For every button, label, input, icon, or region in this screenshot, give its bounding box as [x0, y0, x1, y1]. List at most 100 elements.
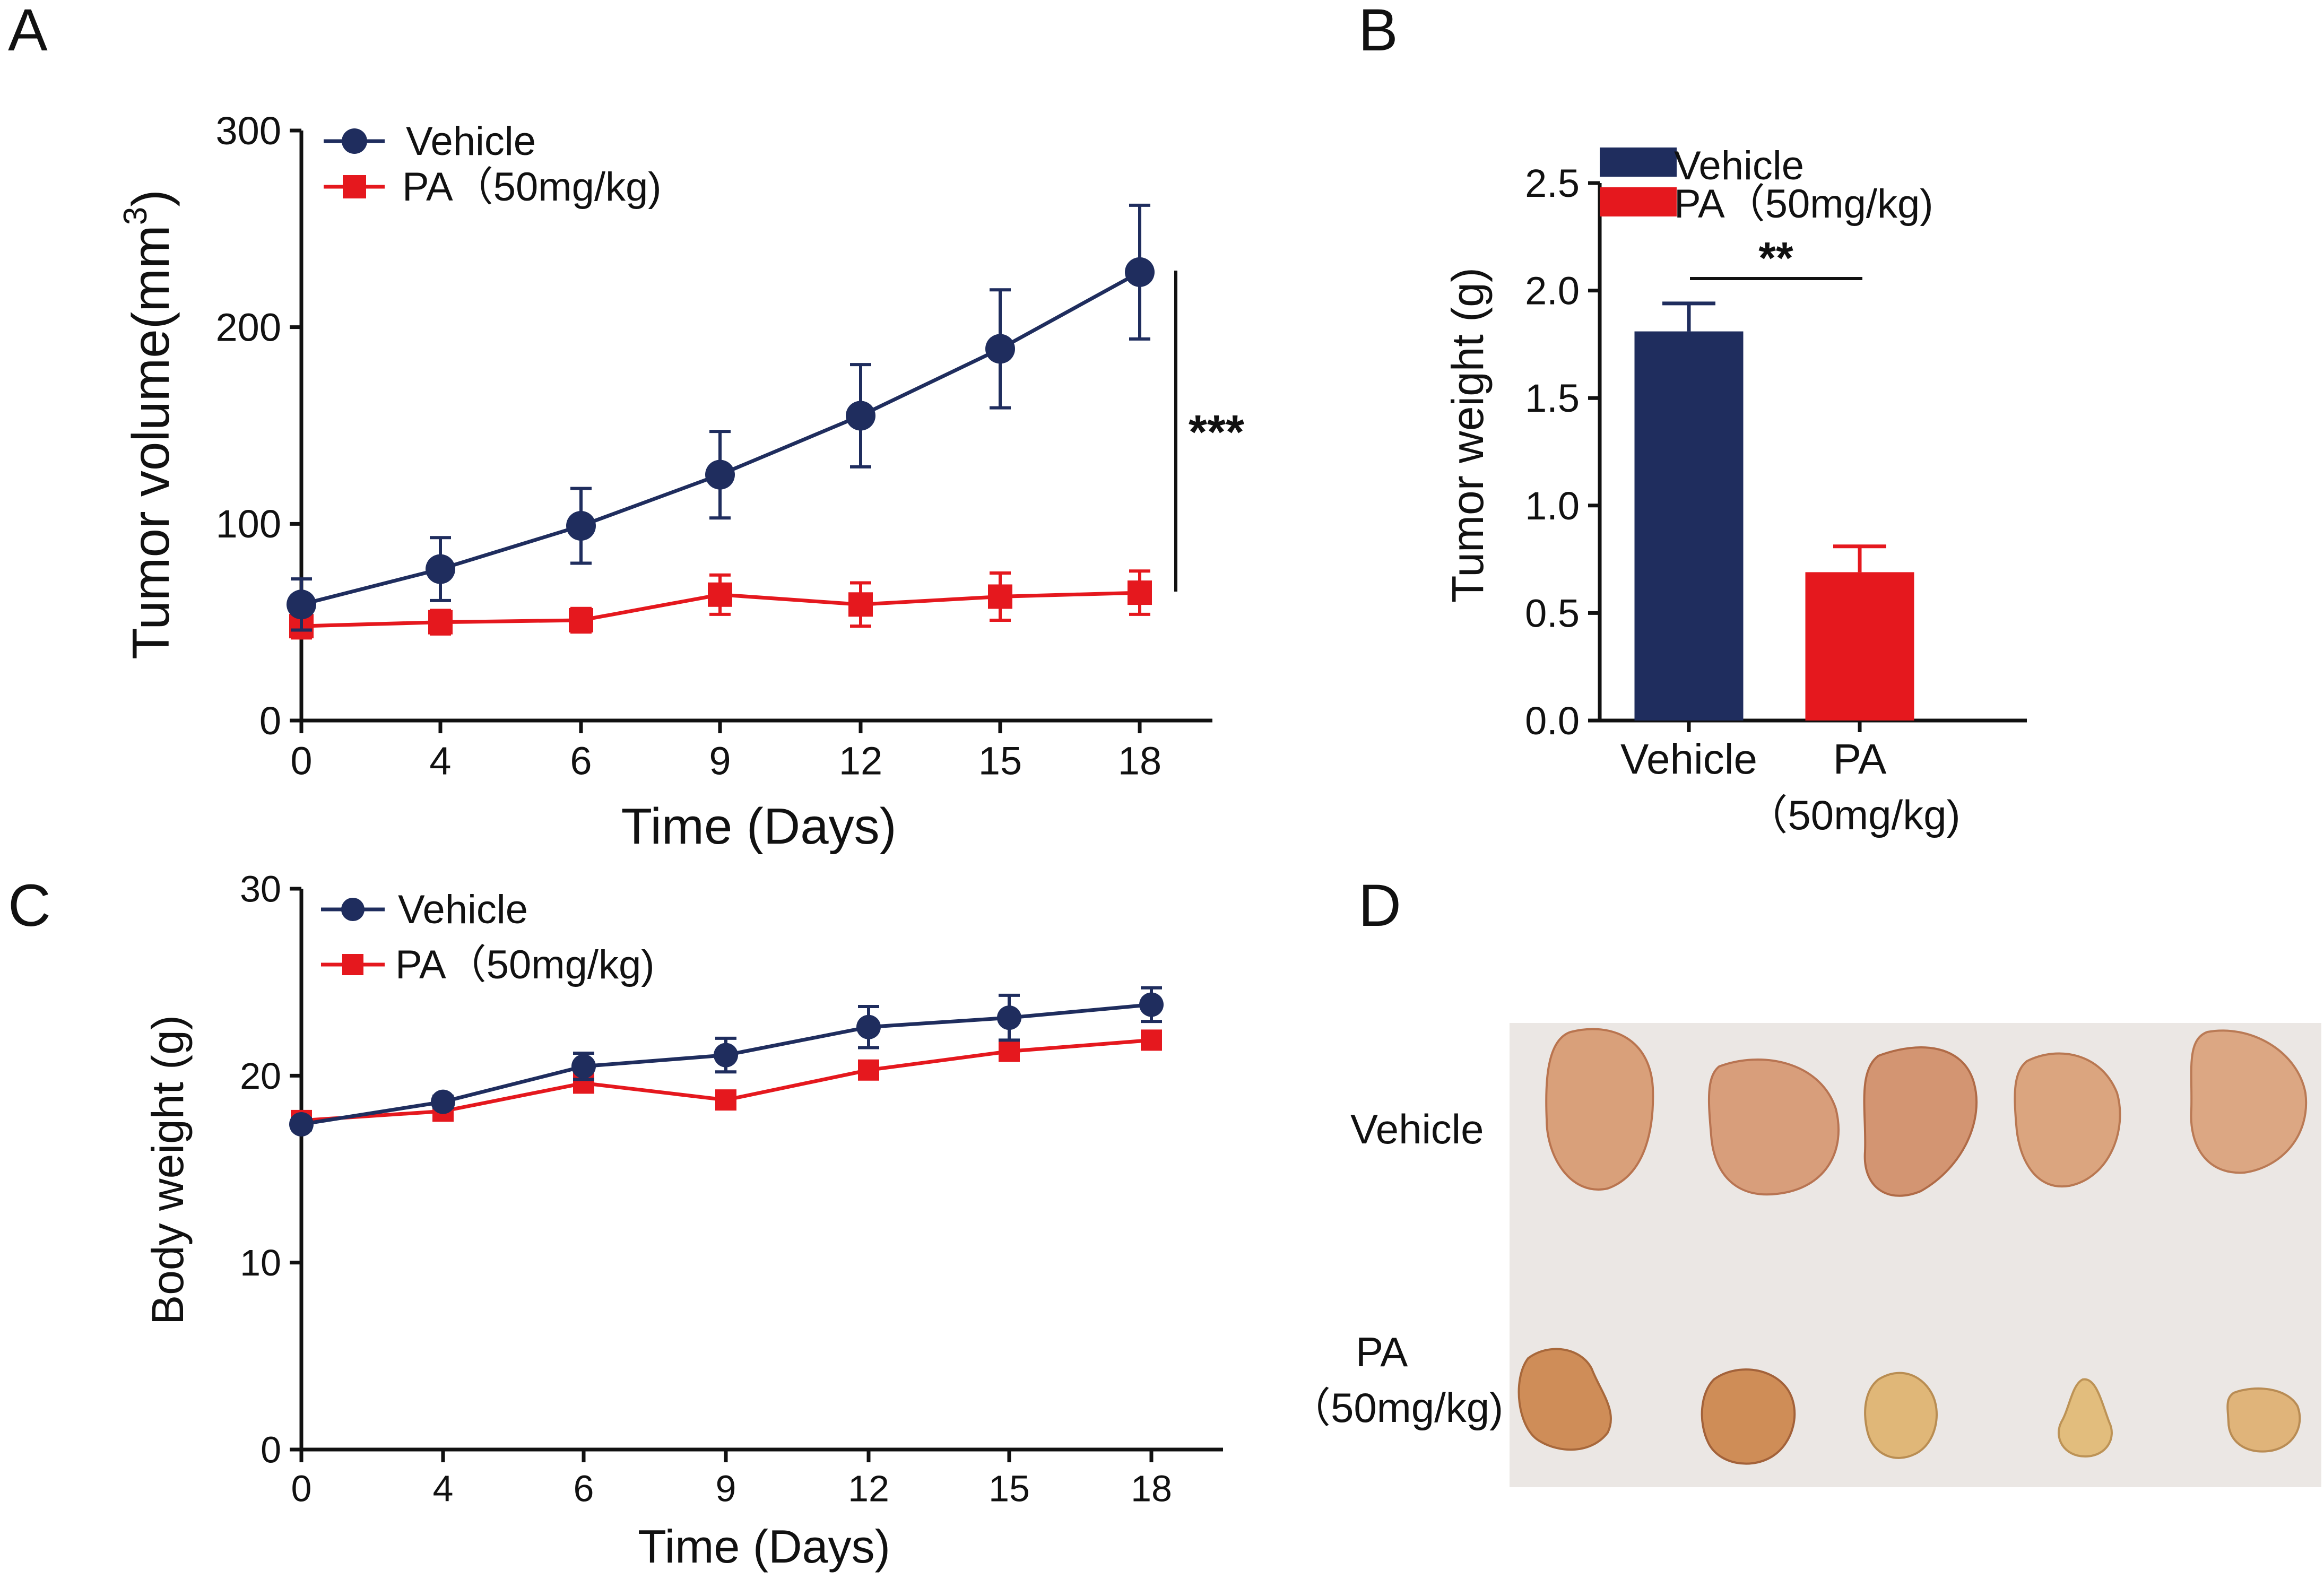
a-vehicle-point	[566, 511, 596, 541]
c-x-tick-label: 4	[433, 1468, 454, 1509]
c-pa-point	[858, 1059, 879, 1081]
a-vehicle-point	[426, 554, 455, 584]
c-x-tick-label: 0	[291, 1468, 312, 1509]
b-bar-vehicle	[1634, 331, 1744, 721]
a-y-axis-label: Tumor volume(mm3)	[117, 189, 180, 660]
pa-tumor-row	[1517, 1348, 2301, 1465]
photo-row-label-dose: （50mg/kg)	[1289, 1384, 1503, 1431]
a-legend-pa-marker	[343, 175, 366, 198]
a-x-tick-label: 12	[839, 739, 882, 783]
a-vehicle-point	[1125, 257, 1155, 287]
b-y-tick-label: 0.5	[1525, 591, 1580, 635]
tumor-vehicle-5	[2190, 1029, 2308, 1174]
c-legend-pa-marker	[342, 954, 363, 975]
panel-a-chart: A 0 100 200 300 0 4 6 9 12 15 18 Tumor volume(mm3…	[8, 0, 1244, 855]
a-pa-point	[848, 592, 873, 617]
panel-b-chart: B 0.00.51.01.52.02.5 Vehicle PA（50mg/kg) …	[1358, 0, 2027, 838]
a-x-tick-label: 4	[429, 739, 451, 783]
c-y-tick-label: 20	[240, 1055, 281, 1097]
a-vehicle-point	[985, 334, 1015, 364]
b-y-axis-label: Tumor weight (g)	[1443, 267, 1493, 603]
a-legend-pa-label: PA（50mg/kg)	[402, 164, 662, 210]
c-x-tick-label: 15	[988, 1468, 1030, 1509]
a-significance-label: ***	[1189, 406, 1244, 459]
b-legend: Vehicle PA（50mg/kg)	[1600, 143, 1933, 227]
tumor-vehicle-2	[1707, 1059, 1840, 1196]
tumor-vehicle-3	[1863, 1046, 1978, 1197]
tumor-vehicle-4	[2014, 1052, 2121, 1188]
a-x-tick-label: 0	[290, 739, 312, 783]
a-vehicle-point	[846, 401, 875, 431]
c-y-tick-label: 30	[240, 869, 281, 910]
c-vehicle-point	[289, 1112, 314, 1136]
a-x-tick-label: 6	[570, 739, 592, 783]
c-legend: Vehicle PA（50mg/kg)	[321, 887, 655, 987]
photo-row-label-vehicle: Vehicle	[1350, 1106, 1484, 1152]
photo-row-label-pa: PA	[1356, 1329, 1408, 1375]
a-x-tick-label: 9	[709, 739, 731, 783]
a-y-tick-label: 100	[216, 502, 281, 546]
tumor-vehicle-1	[1545, 1028, 1654, 1191]
c-vehicle-point	[997, 1005, 1021, 1030]
c-y-tick-label: 10	[240, 1242, 281, 1283]
c-vehicle-point	[856, 1014, 881, 1039]
b-x-tick-label: Vehicle	[1620, 735, 1757, 783]
tumor-pa-3	[1864, 1372, 1938, 1459]
a-legend-vehicle-label: Vehicle	[406, 119, 536, 164]
a-x-tick-label: 18	[1118, 739, 1161, 783]
c-vehicle-point	[714, 1043, 738, 1068]
a-x-axis-label: Time (Days)	[621, 798, 896, 855]
panel-d-photo: D Vehicle PA （50mg/kg)	[1289, 872, 2321, 1487]
a-vehicle-point	[287, 589, 316, 620]
b-x-tick-sublabel: （50mg/kg)	[1746, 792, 1960, 838]
a-pa-point	[428, 610, 453, 635]
c-y-axis-label: Body weight (g)	[143, 1015, 193, 1325]
a-pa-point	[569, 608, 593, 632]
panel-c-chart: C 0 10 20 30 0 4 6 9 12 15 18 Body weight (g) Tim…	[8, 869, 1223, 1573]
b-significance-label: **	[1758, 233, 1793, 283]
panel-b-letter: B	[1358, 0, 1398, 63]
b-legend-vehicle-swatch	[1600, 148, 1677, 177]
a-legend-vehicle-marker	[342, 128, 367, 154]
c-pa-point	[1141, 1029, 1162, 1051]
b-y-tick-label: 0.0	[1525, 699, 1580, 743]
c-legend-vehicle-marker	[341, 898, 365, 921]
b-y-tick-label: 2.5	[1525, 161, 1580, 205]
b-x-tick-label: PA	[1833, 735, 1887, 783]
b-y-tick-label: 2.0	[1525, 269, 1580, 313]
b-legend-pa-label: PA（50mg/kg)	[1674, 181, 1933, 227]
tumor-pa-4	[2058, 1378, 2113, 1458]
tumor-pa-1	[1517, 1348, 1612, 1451]
c-vehicle-point	[431, 1089, 455, 1114]
a-y-tick-label: 200	[216, 306, 281, 350]
a-y-tick-label: 0	[259, 699, 281, 743]
b-y-tick-label: 1.5	[1525, 376, 1580, 420]
b-legend-vehicle-label: Vehicle	[1674, 143, 1804, 188]
c-legend-vehicle-label: Vehicle	[398, 887, 528, 932]
tumor-pa-2	[1701, 1368, 1796, 1465]
a-x-tick-label: 15	[978, 739, 1022, 783]
panel-c-letter: C	[8, 872, 51, 939]
c-legend-pa-label: PA（50mg/kg)	[395, 942, 655, 987]
c-vehicle-point	[571, 1054, 596, 1079]
c-x-axis-label: Time (Days)	[638, 1520, 890, 1573]
a-legend: Vehicle PA（50mg/kg)	[324, 119, 662, 210]
c-pa-point	[715, 1089, 736, 1111]
c-x-tick-label: 12	[848, 1468, 889, 1509]
tumor-pa-5	[2226, 1387, 2301, 1453]
c-x-tick-label: 9	[716, 1468, 736, 1509]
vehicle-tumor-row	[1545, 1028, 2308, 1197]
b-legend-pa-swatch	[1600, 187, 1677, 216]
panel-d-letter: D	[1358, 872, 1401, 939]
a-pa-point	[708, 582, 732, 607]
c-y-tick-label: 0	[261, 1429, 281, 1471]
a-pa-point	[1128, 580, 1152, 605]
c-x-tick-label: 18	[1131, 1468, 1172, 1509]
panel-a-letter: A	[8, 0, 48, 63]
a-vehicle-point	[705, 459, 735, 490]
a-pa-point	[988, 584, 1012, 609]
c-vehicle-point	[1139, 992, 1164, 1017]
a-y-tick-label: 300	[216, 109, 281, 153]
c-pa-point	[999, 1040, 1020, 1062]
b-bar-pa	[1805, 572, 1914, 721]
